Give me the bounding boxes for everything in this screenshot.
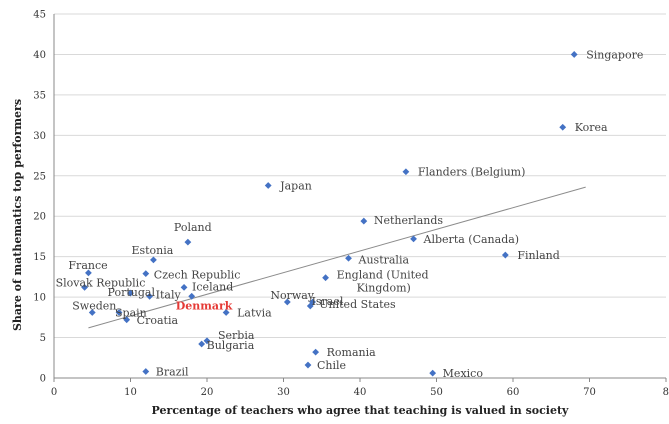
point-label: Denmark [176, 299, 233, 312]
data-point-marker [403, 168, 410, 175]
data-point-marker [571, 51, 578, 58]
x-tick-labels: 0 10 20 30 40 50 60 70 8 [51, 387, 669, 398]
point-label: Portugal [108, 286, 156, 299]
data-point-marker [502, 252, 509, 259]
data-point-marker [305, 362, 312, 369]
data-point-marker [559, 124, 566, 131]
x-tick-label: 0 [51, 387, 57, 398]
y-tick-label: 10 [33, 293, 46, 304]
x-axis-title: Percentage of teachers who agree that te… [152, 404, 570, 417]
point-label: Latvia [237, 306, 272, 319]
data-point-marker [181, 284, 188, 291]
point-label: Romania [327, 346, 376, 359]
point-label: Finland [517, 249, 559, 262]
y-axis-title: Share of mathematics top performers [11, 99, 24, 331]
data-point-marker [265, 182, 272, 189]
x-tick-label: 8 [663, 387, 669, 398]
point-label: Bulgaria [207, 339, 255, 352]
y-tick-label: 45 [33, 10, 46, 21]
x-tick-label: 60 [507, 387, 520, 398]
point-label: Croatia [137, 314, 179, 327]
y-tick-label: 25 [33, 171, 46, 182]
point-label: England (United Kingdom) [337, 269, 429, 295]
point-label: Sweden [72, 299, 116, 312]
y-tick-label: 0 [40, 374, 46, 385]
y-tick-label: 35 [33, 90, 46, 101]
y-tick-labels: 0 5 10 15 20 25 30 35 40 45 [33, 10, 46, 385]
data-points [81, 51, 577, 377]
y-tick-label: 15 [33, 252, 46, 263]
point-label: Alberta (Canada) [423, 233, 520, 246]
point-label: United States [319, 298, 396, 311]
point-label: Norway [270, 289, 314, 302]
x-tick-label: 70 [583, 387, 596, 398]
data-point-marker [429, 370, 436, 377]
data-point-marker [345, 255, 352, 262]
x-tick-label: 40 [354, 387, 367, 398]
data-point-marker [322, 274, 329, 281]
data-point-marker [198, 341, 205, 348]
data-point-marker [312, 349, 319, 356]
data-point-marker [150, 257, 157, 264]
point-labels: Singapore Korea Flanders (Belgium) Japan Net… [56, 48, 644, 380]
data-point-marker [142, 368, 149, 375]
point-label: France [68, 259, 107, 272]
y-tick-label: 30 [33, 131, 46, 142]
y-tick-label: 5 [40, 333, 46, 344]
data-point-marker [360, 218, 367, 225]
point-label: Japan [279, 179, 312, 192]
point-label: Chile [317, 359, 346, 372]
point-label: Estonia [131, 244, 173, 257]
x-tick-label: 20 [201, 387, 214, 398]
point-label: Australia [358, 253, 410, 266]
point-label: Mexico [443, 367, 484, 380]
axes [54, 14, 666, 382]
point-label: Korea [575, 121, 608, 134]
point-label: Flanders (Belgium) [418, 166, 526, 179]
y-tick-label: 20 [33, 212, 46, 223]
point-label: Iceland [192, 280, 233, 293]
point-label: Poland [174, 221, 212, 234]
y-tick-label: 40 [33, 50, 46, 61]
point-label: Singapore [586, 48, 643, 61]
x-tick-label: 30 [277, 387, 290, 398]
point-label: Brazil [156, 366, 189, 379]
data-point-marker [184, 239, 191, 246]
x-tick-label: 10 [124, 387, 137, 398]
point-label: Netherlands [374, 214, 444, 227]
x-tick-label: 50 [430, 387, 443, 398]
